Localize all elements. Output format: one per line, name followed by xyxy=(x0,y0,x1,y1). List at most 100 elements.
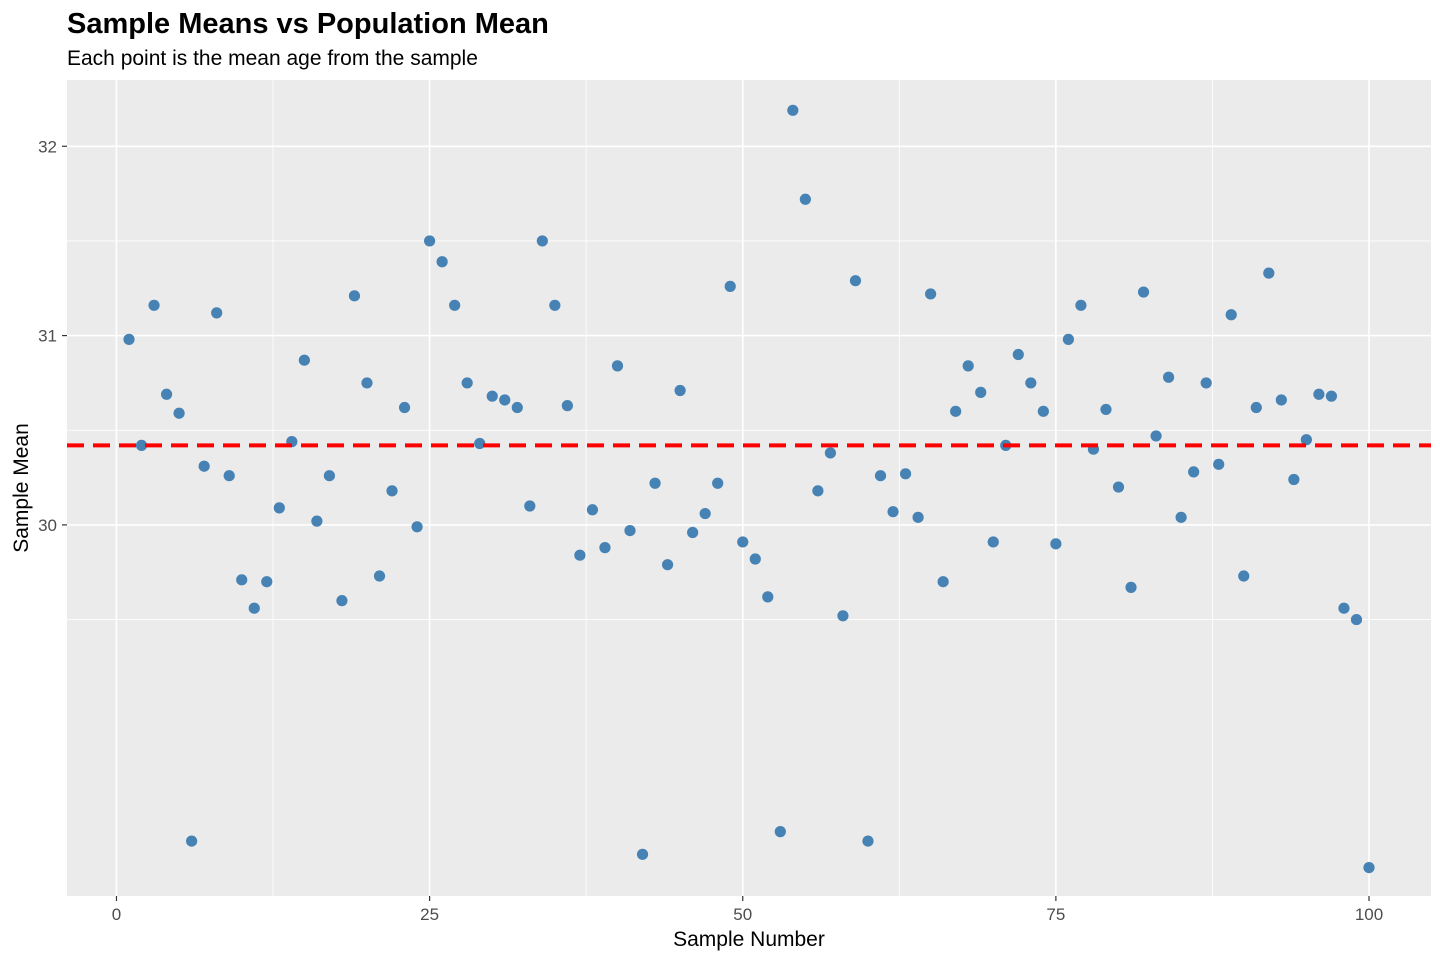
axes: 0 25 50 75 100 30 31 32 xyxy=(38,137,1383,924)
data-point xyxy=(899,468,912,480)
data-points xyxy=(123,104,1375,874)
data-point xyxy=(849,275,862,287)
data-point xyxy=(1225,309,1237,321)
y-axis-title: Sample Mean xyxy=(10,423,33,553)
data-point xyxy=(1112,481,1125,493)
data-point xyxy=(674,384,686,397)
data-point xyxy=(975,386,987,398)
data-point xyxy=(186,835,198,847)
data-point xyxy=(449,299,461,311)
data-point xyxy=(712,477,724,489)
data-point xyxy=(211,307,223,319)
data-point xyxy=(787,104,799,116)
data-point xyxy=(1263,267,1275,279)
data-point xyxy=(1137,286,1150,298)
data-point xyxy=(887,506,899,518)
data-point xyxy=(148,299,160,311)
grid-lines xyxy=(67,80,1431,896)
data-point xyxy=(586,504,599,516)
y-tick-label: 31 xyxy=(38,327,57,346)
data-point xyxy=(1062,333,1074,345)
data-point xyxy=(223,470,235,482)
data-point xyxy=(762,591,774,603)
data-point xyxy=(474,437,486,450)
data-point xyxy=(912,511,924,523)
x-axis-title: Sample Number xyxy=(673,928,825,951)
data-point xyxy=(198,460,210,472)
chart-title: Sample Means vs Population Mean xyxy=(67,8,549,40)
data-point xyxy=(1275,394,1287,406)
data-point xyxy=(1025,377,1037,389)
data-point xyxy=(1363,862,1375,874)
data-point xyxy=(962,360,974,372)
data-point xyxy=(1213,458,1225,470)
data-point xyxy=(1125,581,1137,593)
y-tick-label: 32 xyxy=(38,137,57,156)
data-point xyxy=(1037,405,1049,417)
data-point xyxy=(1250,401,1262,414)
data-point xyxy=(611,360,624,372)
data-point xyxy=(436,256,448,268)
data-point xyxy=(649,477,661,489)
data-point xyxy=(336,595,348,607)
data-point xyxy=(298,354,310,366)
data-point xyxy=(524,500,536,512)
data-point xyxy=(799,193,811,205)
data-point xyxy=(386,485,398,497)
x-tick-label: 100 xyxy=(1355,905,1383,924)
data-point xyxy=(536,235,548,247)
data-point xyxy=(236,574,248,586)
data-point xyxy=(373,570,386,582)
data-point xyxy=(123,333,135,345)
data-point xyxy=(1150,430,1162,442)
data-point xyxy=(549,299,561,311)
data-point xyxy=(699,507,711,520)
data-point xyxy=(987,536,999,548)
data-point xyxy=(574,549,586,561)
data-point xyxy=(1325,390,1338,402)
plot-panel xyxy=(67,80,1431,896)
data-point xyxy=(1075,299,1087,311)
data-point xyxy=(599,542,611,554)
data-point xyxy=(1100,403,1112,416)
x-tick-label: 75 xyxy=(1046,905,1065,924)
y-tick-label: 30 xyxy=(38,516,57,535)
data-point xyxy=(874,470,887,482)
data-point xyxy=(160,388,173,400)
data-point xyxy=(461,377,473,389)
data-point xyxy=(1050,538,1062,550)
data-point xyxy=(1288,473,1300,486)
data-point xyxy=(1175,511,1187,523)
x-tick-label: 0 xyxy=(112,905,121,924)
data-point xyxy=(1200,377,1212,389)
x-tick-label: 50 xyxy=(733,905,752,924)
data-point xyxy=(398,401,411,414)
data-point xyxy=(1313,388,1325,400)
data-point xyxy=(311,515,323,527)
data-point xyxy=(925,288,937,300)
data-point xyxy=(561,400,573,412)
data-point xyxy=(361,377,373,389)
data-point xyxy=(737,536,749,548)
data-point xyxy=(661,559,674,571)
chart-subtitle: Each point is the mean age from the samp… xyxy=(67,47,478,70)
data-point xyxy=(950,405,962,417)
data-point xyxy=(248,602,260,614)
data-point xyxy=(348,290,361,302)
x-tick-label: 25 xyxy=(420,905,439,924)
data-point xyxy=(1162,371,1175,383)
data-point xyxy=(1338,602,1350,614)
data-point xyxy=(824,447,837,459)
data-point xyxy=(774,826,786,838)
data-point xyxy=(724,280,736,292)
data-point xyxy=(173,407,185,419)
data-point xyxy=(636,848,649,860)
data-point xyxy=(862,835,874,847)
data-point xyxy=(1300,434,1312,446)
data-point xyxy=(499,394,511,406)
data-point xyxy=(486,390,498,402)
data-point xyxy=(424,235,436,247)
data-point xyxy=(323,470,336,482)
data-point xyxy=(273,502,285,514)
